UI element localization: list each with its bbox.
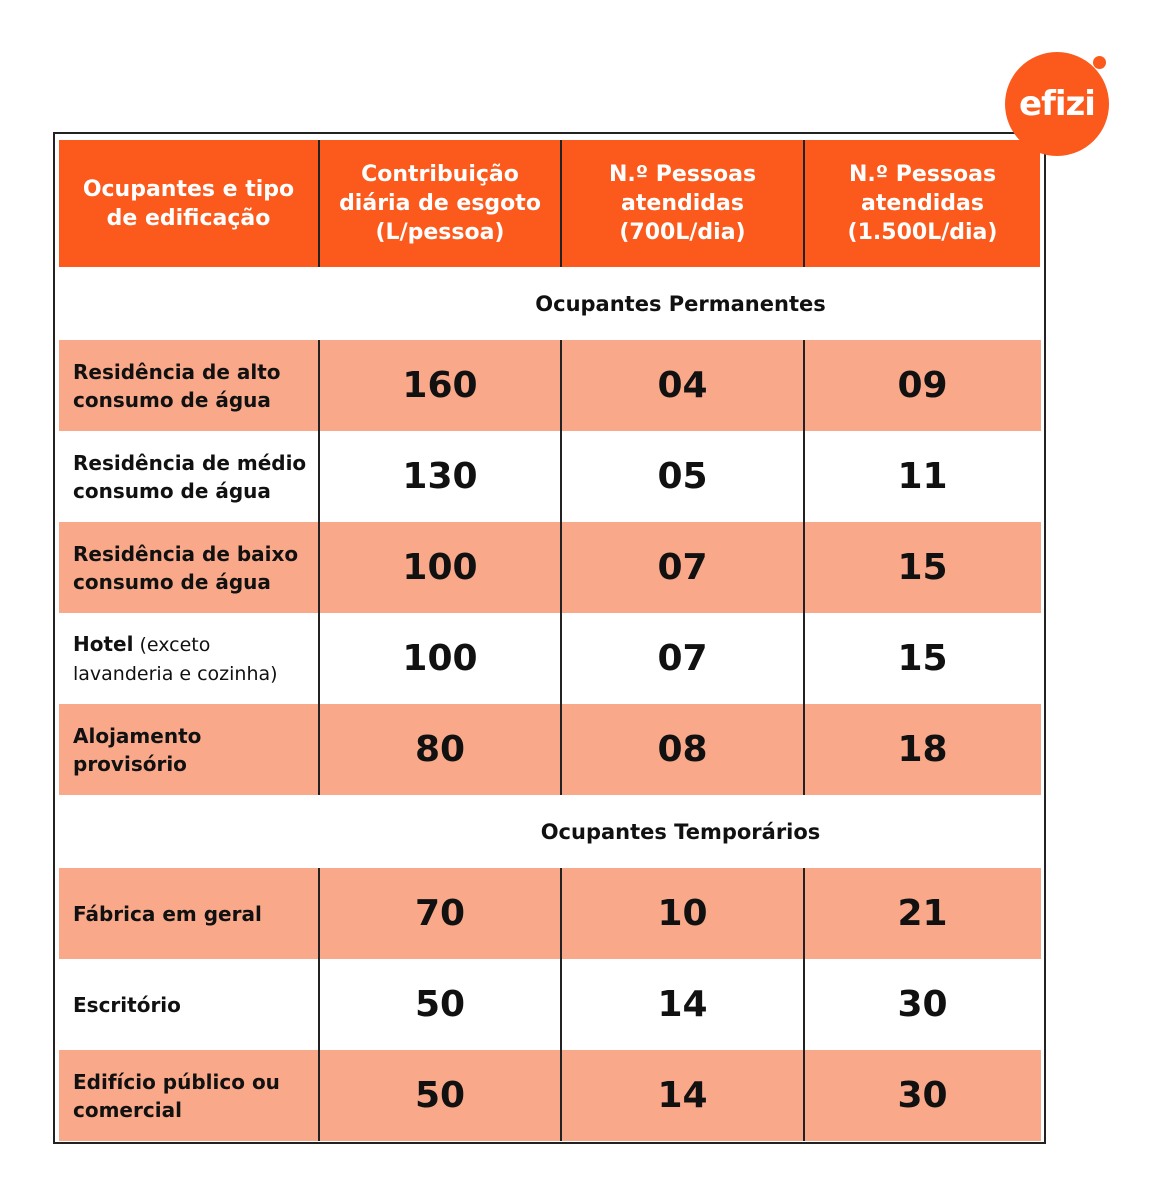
value-cell: 11 (897, 456, 948, 497)
column-divider (318, 868, 320, 959)
header-cell: Contribuição diária de esgoto (L/pessoa) (320, 140, 560, 267)
section-title: Ocupantes Temporários (540, 819, 821, 844)
column-divider (803, 704, 805, 795)
value-cell: 80 (414, 729, 466, 770)
row-label-text: Residência de alto consumo de água (73, 358, 314, 414)
value-cell: 70 (414, 893, 466, 934)
column-divider (560, 704, 562, 795)
row-label-text: Alojamento provisório (73, 722, 314, 778)
value-cell: 05 (657, 456, 708, 497)
row-label: Escritório (59, 959, 318, 1050)
row-label-main: Fábrica em geral (73, 901, 262, 926)
column-divider (318, 522, 320, 613)
value-cell: 160 (402, 365, 478, 406)
column-divider (803, 1050, 805, 1141)
logo: efizi (1005, 52, 1109, 156)
row-background (59, 704, 1041, 795)
row-label-main: Edifício público ou comercial (73, 1069, 280, 1122)
value-cell: 100 (402, 547, 478, 588)
column-divider (560, 1050, 562, 1141)
row-label: Residência de baixo consumo de água (59, 522, 318, 613)
value-cell: 14 (657, 1075, 708, 1116)
row-label-main: Residência de baixo consumo de água (73, 541, 299, 594)
row-background (59, 522, 1041, 613)
row-label-text: Escritório (73, 991, 181, 1019)
column-divider (560, 431, 562, 522)
row-label: Hotel (exceto lavanderia e cozinha) (59, 613, 318, 704)
row-label-text: Residência de baixo consumo de água (73, 540, 314, 596)
row-label-main: Hotel (73, 631, 134, 656)
column-divider (803, 522, 805, 613)
value-cell: 15 (897, 638, 948, 679)
logo-dot (1093, 56, 1106, 69)
value-cell: 21 (897, 893, 948, 934)
header-cell: Ocupantes e tipo de edificação (59, 140, 318, 267)
value-cell: 08 (657, 729, 708, 770)
column-divider (803, 959, 805, 1050)
section-title: Ocupantes Permanentes (535, 291, 826, 316)
value-cell: 50 (414, 1075, 466, 1116)
column-divider (803, 868, 805, 959)
value-cell: 09 (897, 365, 948, 406)
value-cell: 07 (657, 547, 708, 588)
row-label-text: Residência de médio consumo de água (73, 449, 314, 505)
column-divider (560, 340, 562, 431)
row-label-note: (exceto lavanderia e cozinha) (73, 633, 278, 685)
column-divider (803, 613, 805, 704)
value-cell: 07 (657, 638, 708, 679)
value-cell: 14 (657, 984, 708, 1025)
column-divider (560, 959, 562, 1050)
column-divider (803, 340, 805, 431)
column-divider (560, 613, 562, 704)
row-label: Residência de alto consumo de água (59, 340, 318, 431)
row-label-main: Residência de médio consumo de água (73, 450, 307, 503)
row-label-main: Alojamento provisório (73, 723, 202, 776)
column-divider (318, 340, 320, 431)
value-cell: 30 (897, 1075, 948, 1116)
row-label-main: Residência de alto consumo de água (73, 359, 281, 412)
column-divider (560, 140, 562, 267)
row-label: Fábrica em geral (59, 868, 318, 959)
row-label-text: Fábrica em geral (73, 900, 262, 928)
value-cell: 130 (402, 456, 478, 497)
row-label: Edifício público ou comercial (59, 1050, 318, 1141)
value-cell: 100 (402, 638, 478, 679)
column-divider (318, 431, 320, 522)
column-divider (560, 522, 562, 613)
row-background (59, 1050, 1041, 1141)
column-divider (803, 431, 805, 522)
column-divider (318, 704, 320, 795)
value-cell: 50 (414, 984, 466, 1025)
column-divider (318, 140, 320, 267)
column-divider (318, 959, 320, 1050)
column-divider (318, 1050, 320, 1141)
column-divider (318, 613, 320, 704)
table-frame (53, 132, 1046, 1144)
row-background (59, 340, 1041, 431)
row-label: Alojamento provisório (59, 704, 318, 795)
value-cell: 15 (897, 547, 948, 588)
column-divider (560, 868, 562, 959)
row-label: Residência de médio consumo de água (59, 431, 318, 522)
value-cell: 04 (657, 365, 708, 406)
row-label-main: Escritório (73, 992, 181, 1017)
value-cell: 18 (897, 729, 948, 770)
row-background (59, 868, 1041, 959)
row-label-text: Edifício público ou comercial (73, 1068, 314, 1124)
header-cell: N.º Pessoas atendidas (700L/dia) (562, 140, 803, 267)
value-cell: 30 (897, 984, 948, 1025)
column-divider (803, 140, 805, 267)
header-cell: N.º Pessoas atendidas (1.500L/dia) (805, 140, 1040, 267)
row-label-text: Hotel (exceto lavanderia e cozinha) (73, 630, 314, 688)
value-cell: 10 (657, 893, 708, 934)
